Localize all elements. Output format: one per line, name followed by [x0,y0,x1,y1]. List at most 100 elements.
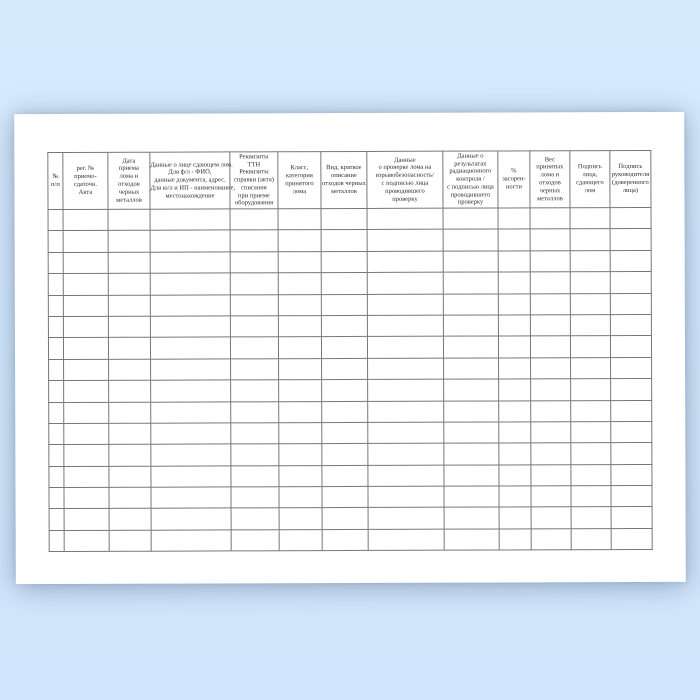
journal-row [48,271,652,296]
empty-cell-scrap-class-category [278,379,322,402]
empty-cell-explosion-safety-check [368,507,445,530]
empty-cell-seller-signature [570,421,611,444]
column-header-scrap-type-description: Вид, краткое описание отходов черных металл… [320,151,368,209]
empty-cell-manager-signature [610,421,652,443]
empty-cell-manager-signature [610,228,652,251]
empty-cell-act-reg-number [63,359,109,381]
empty-cell-radiation-control-results [443,314,499,337]
empty-cell-act-reg-number [63,209,109,231]
empty-cell-scrap-seller-details [150,401,231,424]
empty-cell-scrap-seller-details [151,529,232,552]
journal-row [48,485,653,510]
empty-cell-scrap-type-description [322,529,369,551]
empty-cell-acceptance-date [108,230,151,253]
empty-cell-scrap-seller-details [150,380,231,402]
column-header-radiation-control-results: Данные о результатах радиационного контроля… [442,150,499,209]
empty-cell-manager-signature [610,485,653,508]
empty-cell-manager-signature [610,464,652,486]
empty-cell-scrap-type-description [321,443,368,466]
empty-cell-manager-signature [610,357,652,379]
column-header-acceptance-date: Дата приема лома и отходов черных металлов [107,152,151,210]
empty-cell-acceptance-date [108,209,151,231]
journal-row [49,528,653,552]
empty-cell-seller-signature [571,507,612,529]
empty-cell-ttn-writeoff-details [230,337,279,359]
empty-cell-scrap-class-category [278,251,322,273]
empty-cell-scrap-seller-details [150,230,231,252]
empty-cell-manager-signature [610,442,652,465]
empty-cell-contamination-percent [499,507,532,529]
empty-cell-radiation-control-results [443,379,499,401]
empty-cell-act-reg-number [63,252,109,274]
empty-cell-accepted-scrap-weight [531,507,572,529]
empty-cell-explosion-safety-check [367,315,444,337]
column-header-explosion-safety-check: Данные о проверке лома на взрывобезопаснос… [366,151,444,209]
empty-cell-scrap-seller-details [150,294,231,317]
empty-cell-manager-signature [611,528,653,550]
empty-cell-radiation-control-results [443,443,499,465]
empty-cell-contamination-percent [498,464,531,487]
empty-cell-manager-signature [610,314,652,336]
empty-cell-accepted-scrap-weight [530,443,571,465]
journal-row [48,335,652,360]
empty-cell-seller-signature [570,378,611,401]
empty-cell-acceptance-date [108,423,151,445]
empty-cell-acceptance-date [108,316,151,338]
journal-row [48,442,652,467]
empty-cell-act-reg-number [63,444,109,467]
empty-cell-contamination-percent [498,207,531,230]
empty-cell-scrap-class-category [278,422,322,445]
header-row: № п/п рег. № приемо-сдаточн. Акта Дата приема л… [47,150,652,210]
empty-cell-act-reg-number [63,230,109,253]
empty-cell-seller-signature [570,228,611,251]
empty-cell-scrap-class-category [278,336,322,359]
empty-cell-act-reg-number [63,487,110,509]
empty-cell-scrap-seller-details [150,422,231,445]
empty-cell-explosion-safety-check [367,357,444,380]
empty-cell-ttn-writeoff-details [230,444,279,466]
empty-cell-contamination-percent [498,314,531,337]
journal-row [48,421,652,445]
document-page: № п/п рег. № приемо-сдаточн. Акта Дата приема л… [14,111,686,585]
empty-cell-scrap-seller-details [150,358,231,381]
journal-row [48,314,652,338]
empty-cell-scrap-class-category [278,486,323,509]
empty-cell-acceptance-date [108,444,151,467]
empty-cell-ttn-writeoff-details [230,315,279,338]
empty-cell-scrap-type-description [321,272,368,295]
empty-cell-acceptance-date [109,530,152,552]
empty-cell-scrap-class-category [279,508,323,530]
journal-row [48,357,652,381]
empty-cell-seller-signature [570,207,611,230]
empty-cell-scrap-seller-details [150,251,231,274]
empty-cell-scrap-class-category [278,229,322,252]
journal-row [48,378,652,403]
empty-cell-scrap-type-description [321,358,368,380]
empty-cell-scrap-type-description [321,422,368,444]
empty-cell-act-reg-number [63,401,109,424]
empty-cell-accepted-scrap-weight [530,378,571,401]
empty-cell-explosion-safety-check [367,400,444,423]
empty-cell-contamination-percent [498,443,531,465]
empty-cell-acceptance-date [109,508,152,531]
empty-cell-acceptance-date [108,251,151,274]
empty-cell-seller-signature [570,250,611,272]
empty-cell-act-reg-number [63,466,109,488]
empty-cell-scrap-class-category [279,529,323,551]
empty-cell-radiation-control-results [443,229,499,251]
column-header-manager-signature: Подпись руководителя (доверенного лица) [609,150,652,208]
empty-cell-scrap-type-description [322,507,369,530]
empty-cell-ttn-writeoff-details [230,465,279,487]
empty-cell-manager-signature [610,293,652,315]
empty-cell-scrap-class-category [278,315,322,338]
empty-cell-seller-signature [570,464,611,486]
empty-cell-ttn-writeoff-details [230,208,279,231]
empty-cell-row-number [48,380,64,403]
empty-cell-accepted-scrap-weight [530,250,571,273]
empty-cell-acceptance-date [108,273,151,295]
empty-cell-scrap-type-description [321,208,368,230]
empty-cell-manager-signature [610,250,652,272]
empty-cell-explosion-safety-check [367,229,444,252]
empty-cell-radiation-control-results [444,507,500,530]
empty-cell-ttn-writeoff-details [230,272,279,295]
